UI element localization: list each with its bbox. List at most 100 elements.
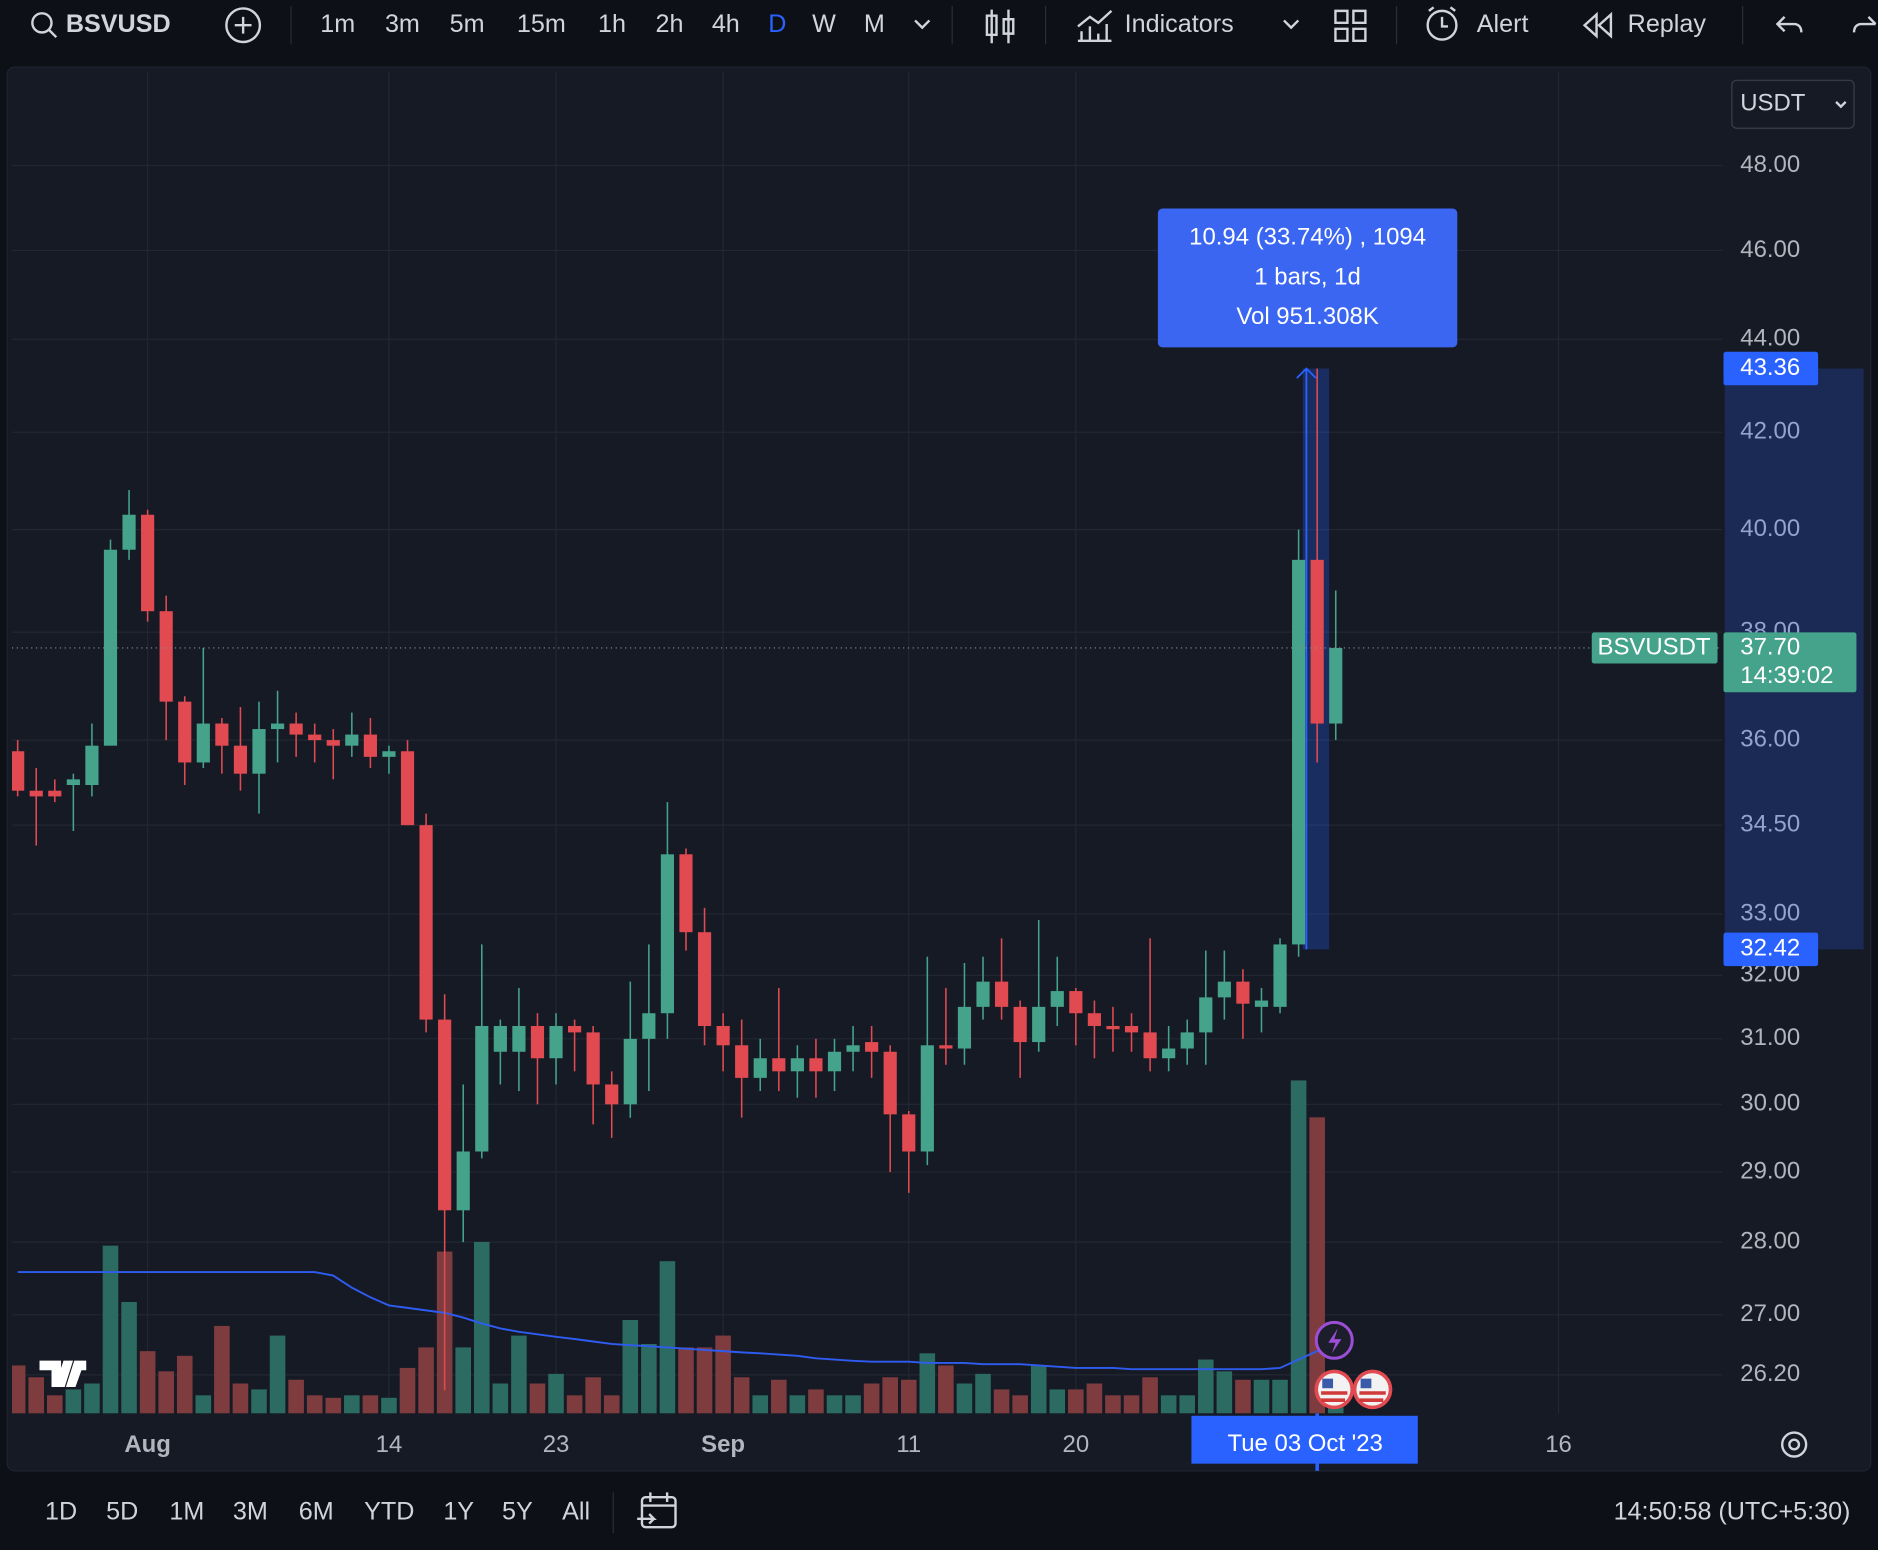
candle-body: [605, 1084, 619, 1105]
search-icon[interactable]: [31, 12, 53, 34]
timeframe[interactable]: D: [768, 10, 786, 38]
candle-body: [994, 981, 1009, 1007]
volume-bar: [1030, 1365, 1047, 1414]
candle-body: [530, 1025, 545, 1059]
symbol-tag-label: BSVUSDT: [1597, 633, 1710, 660]
candle-body: [400, 751, 415, 826]
symbol[interactable]: BSVUSD: [66, 10, 171, 38]
indicators-icon[interactable]: [1077, 9, 1113, 43]
indicators-menu[interactable]: [1283, 19, 1300, 30]
candle-body: [809, 1058, 823, 1072]
volume-bar: [418, 1347, 434, 1414]
timeframe[interactable]: 5m: [450, 10, 485, 38]
timeframe[interactable]: M: [864, 10, 885, 38]
timeframe[interactable]: W: [812, 10, 836, 38]
flag: [1359, 1391, 1386, 1402]
y-tick-label: 28.00: [1740, 1227, 1800, 1254]
measure-low-tag: [1723, 932, 1819, 967]
range-button[interactable]: YTD: [364, 1497, 414, 1525]
volume-bar: [232, 1383, 249, 1414]
range-button[interactable]: 6M: [299, 1497, 334, 1525]
volume-bar: [139, 1351, 156, 1414]
indicators[interactable]: Indicators: [1125, 10, 1234, 38]
candle-body: [846, 1045, 860, 1052]
candle-body: [178, 701, 192, 763]
candle-body: [1124, 1025, 1139, 1033]
volume-bar: [1142, 1377, 1158, 1414]
volume-bar: [121, 1301, 137, 1414]
volume-bar: [715, 1335, 731, 1414]
volume-bar: [306, 1395, 323, 1414]
alert-icon[interactable]: [1426, 9, 1458, 41]
timeframe[interactable]: 3m: [385, 10, 420, 38]
candle-body: [735, 1045, 749, 1078]
candle-body: [865, 1042, 879, 1052]
volume-bar: [65, 1389, 82, 1414]
bottom-bar: 14:50:58 (UTC+5:30) 1D 5D 1M 3M 6M YTD 1Y 5Y All: [45, 1492, 1850, 1534]
timeframe[interactable]: 2h: [656, 10, 684, 38]
currency[interactable]: USDT: [1740, 90, 1806, 117]
range-button[interactable]: 1D: [45, 1497, 77, 1525]
measure-tooltip: [1157, 208, 1458, 348]
candle-body: [141, 514, 155, 612]
timeframe[interactable]: 4h: [712, 10, 740, 38]
replay-icon[interactable]: [1582, 11, 1613, 39]
range-button[interactable]: 1M: [169, 1497, 204, 1525]
chart-type[interactable]: [985, 9, 1015, 44]
range-button[interactable]: All: [562, 1497, 590, 1525]
volume-bar: [938, 1365, 954, 1414]
candle-body: [753, 1058, 767, 1078]
replay[interactable]: Replay: [1628, 10, 1707, 38]
range-button[interactable]: 5Y: [502, 1497, 533, 1525]
undo[interactable]: [1775, 16, 1803, 33]
currency-select[interactable]: [1731, 79, 1855, 129]
alert[interactable]: Alert: [1477, 10, 1529, 38]
y-tick-label: 44.00: [1740, 325, 1800, 352]
timeframe[interactable]: 1h: [598, 10, 626, 38]
candle-body: [1069, 991, 1083, 1014]
symbol-tag: [1591, 632, 1718, 664]
volume-bar: [808, 1389, 824, 1414]
candle-body: [1329, 647, 1343, 724]
candle-body: [939, 1045, 953, 1049]
add-symbol[interactable]: [225, 7, 262, 44]
redo[interactable]: [1852, 16, 1877, 33]
countdown: 14:39:02: [1740, 662, 1833, 689]
candle-body: [902, 1114, 916, 1152]
y-tick-label: 29.00: [1740, 1157, 1800, 1184]
last-price-label: 37.70: [1740, 633, 1800, 660]
candle-body: [493, 1025, 507, 1052]
range-button[interactable]: 5D: [106, 1497, 138, 1525]
measure-low-label: 32.42: [1740, 935, 1800, 962]
volume-bar: [1086, 1383, 1103, 1414]
candle-body: [419, 825, 433, 1020]
x-tick-label: 20: [1063, 1431, 1090, 1458]
layouts[interactable]: [1334, 9, 1367, 43]
volume-bar: [678, 1347, 694, 1414]
date-range[interactable]: [640, 1496, 677, 1529]
currency-menu: [1835, 101, 1847, 109]
volume-bar: [641, 1343, 657, 1414]
volume-bar: [269, 1335, 286, 1414]
candle-body: [920, 1045, 934, 1152]
x-tick-label: Aug: [124, 1431, 171, 1458]
volume-bar: [622, 1320, 639, 1414]
settings[interactable]: [1780, 1431, 1808, 1458]
volume-bar: [771, 1379, 787, 1414]
candle-body: [29, 790, 43, 797]
candle-body: [103, 549, 118, 746]
candle-body: [642, 1013, 656, 1039]
timeframe[interactable]: 1m: [320, 10, 355, 38]
chart-panel: [6, 66, 1872, 1472]
range-button[interactable]: 1Y: [443, 1497, 474, 1525]
candle-body: [159, 611, 173, 702]
timeframe[interactable]: 15m: [517, 10, 566, 38]
volume-bar: [288, 1379, 304, 1414]
settings: [1788, 1438, 1801, 1451]
timeframe-menu[interactable]: [914, 19, 931, 30]
x-tick-label: 23: [543, 1431, 570, 1458]
candle-body: [1032, 1006, 1046, 1043]
volume-bar: [399, 1367, 416, 1414]
logo: [39, 1360, 87, 1388]
range-button[interactable]: 3M: [233, 1497, 268, 1525]
